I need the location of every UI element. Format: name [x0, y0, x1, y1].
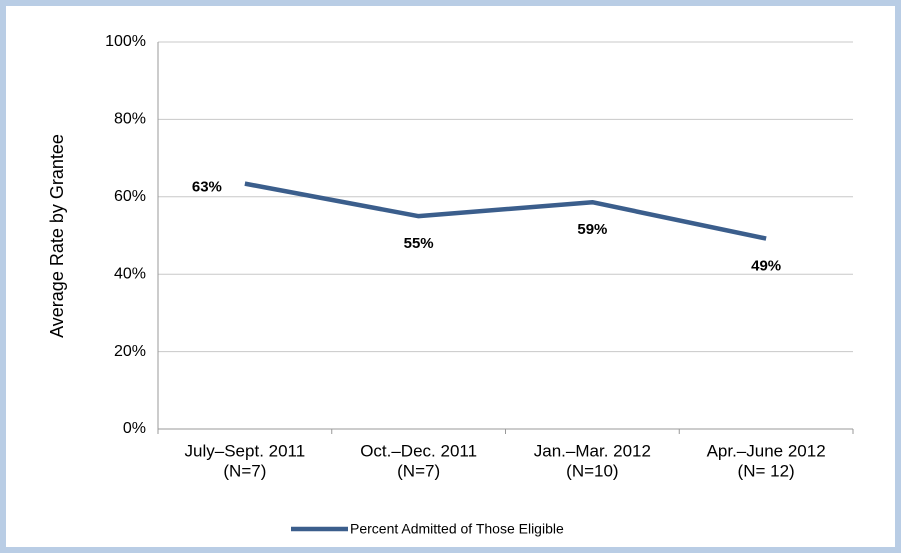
y-axis-label: Average Rate by Grantee	[47, 134, 67, 338]
y-tick-label: 0%	[123, 420, 146, 437]
y-tick-label: 60%	[114, 188, 146, 205]
data-label: 63%	[192, 179, 222, 196]
y-tick-label: 80%	[114, 111, 146, 128]
series-line	[244, 181, 767, 241]
y-tick-label: 20%	[114, 343, 146, 360]
x-tick-label: (N=7)	[223, 461, 266, 480]
x-tick-label: Jan.–Mar. 2012	[534, 441, 651, 460]
y-tick-label: 40%	[114, 265, 146, 282]
x-tick-label: (N=7)	[397, 461, 440, 480]
data-label: 59%	[577, 221, 607, 238]
data-label: 49%	[751, 258, 781, 275]
x-tick-label: July–Sept. 2011	[185, 441, 306, 460]
x-tick-label: Apr.–June 2012	[707, 441, 826, 460]
x-tick-label: Oct.–Dec. 2011	[360, 441, 477, 460]
x-tick-label: (N=10)	[566, 461, 618, 480]
y-tick-label: 100%	[105, 33, 146, 50]
legend-label: Percent Admitted of Those Eligible	[350, 521, 564, 537]
x-tick-label: (N= 12)	[738, 461, 795, 480]
data-label: 55%	[404, 235, 434, 252]
